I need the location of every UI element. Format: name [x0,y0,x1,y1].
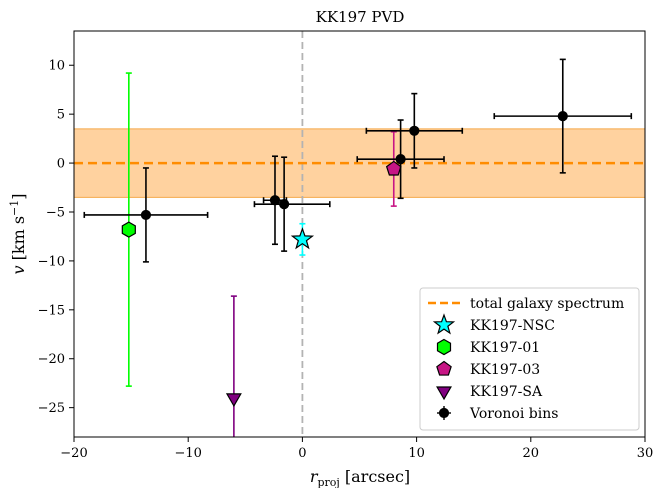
x-tick-label: 20 [523,446,540,461]
legend-label-kk197-01: KK197-01 [470,340,540,356]
point-kk197-sa-0 [225,393,242,408]
y-tick-label: −20 [38,352,65,367]
plot-area [74,31,645,437]
legend-handle-kk197-01 [436,338,452,356]
point-voronoi-bins-3 [395,154,406,165]
legend-label-kk197-nsc: KK197-NSC [470,318,555,334]
x-tick-label: 30 [637,446,654,461]
x-axis-label-sub: proj [317,476,339,488]
x-axis-label-main: r [310,467,319,486]
legend-handle-kk197-sa [436,386,452,401]
y-tick-label: −10 [38,254,65,269]
legend-handle-voronoi-bins [438,407,450,419]
y-tick-label: 0 [57,157,65,172]
series-kk197-03 [385,130,402,207]
y-tick-label: −5 [46,205,65,220]
legend-handle-kk197-nsc [432,313,456,335]
legend-label-voronoi-bins: Voronoi bins [469,406,558,422]
x-axis-label-unit: [arcsec] [340,467,410,486]
y-tick-label: 5 [57,108,65,123]
y-tick-label: 10 [48,59,65,74]
legend-label-kk197-sa: KK197-SA [470,384,543,400]
y-axis-label: v [km s−1] [8,193,28,274]
series-kk197-nsc [290,222,315,256]
legend-box [419,287,640,431]
y-axis-label-close: ] [9,193,28,199]
point-voronoi-bins-5 [557,111,568,122]
x-tick-label: −20 [60,446,87,461]
point-kk197-nsc-0 [290,227,315,250]
legend-label-kk197-03: KK197-03 [470,362,540,378]
y-tick-label: −25 [38,401,65,416]
y-axis-label-sup: −1 [8,200,21,216]
axes-frame [73,30,646,438]
axis-ticks: −20 −10 0 10 20 30 −25 −20 −15 −10 −5 0 5 10 [38,59,654,461]
x-tick-label: 10 [408,446,425,461]
y-axis-label-unit: [km s [9,216,28,266]
y-tick-label: −15 [38,303,65,318]
point-voronoi-bins-4 [409,125,420,136]
chart-title: KK197 PVD [316,8,405,26]
series-kk197-01 [121,72,136,387]
x-tick-label: 0 [298,446,306,461]
x-axis-label: rproj [arcsec] [310,467,410,488]
point-kk197-03-0 [385,160,402,176]
point-kk197-01-0 [121,221,136,238]
x-tick-label: −10 [174,446,201,461]
legend-handle-kk197-03 [436,360,452,376]
legend: total galaxy spectrum KK197-NSC KK197-01 KK… [419,287,640,431]
series-voronoi-bins [83,58,633,263]
legend-label-total-galaxy-spectrum: total galaxy spectrum [470,296,624,312]
series-kk197-sa [225,295,242,437]
point-voronoi-bins-2 [279,199,290,210]
point-voronoi-bins-0 [140,209,152,221]
y-axis-label-main: v [9,265,28,274]
